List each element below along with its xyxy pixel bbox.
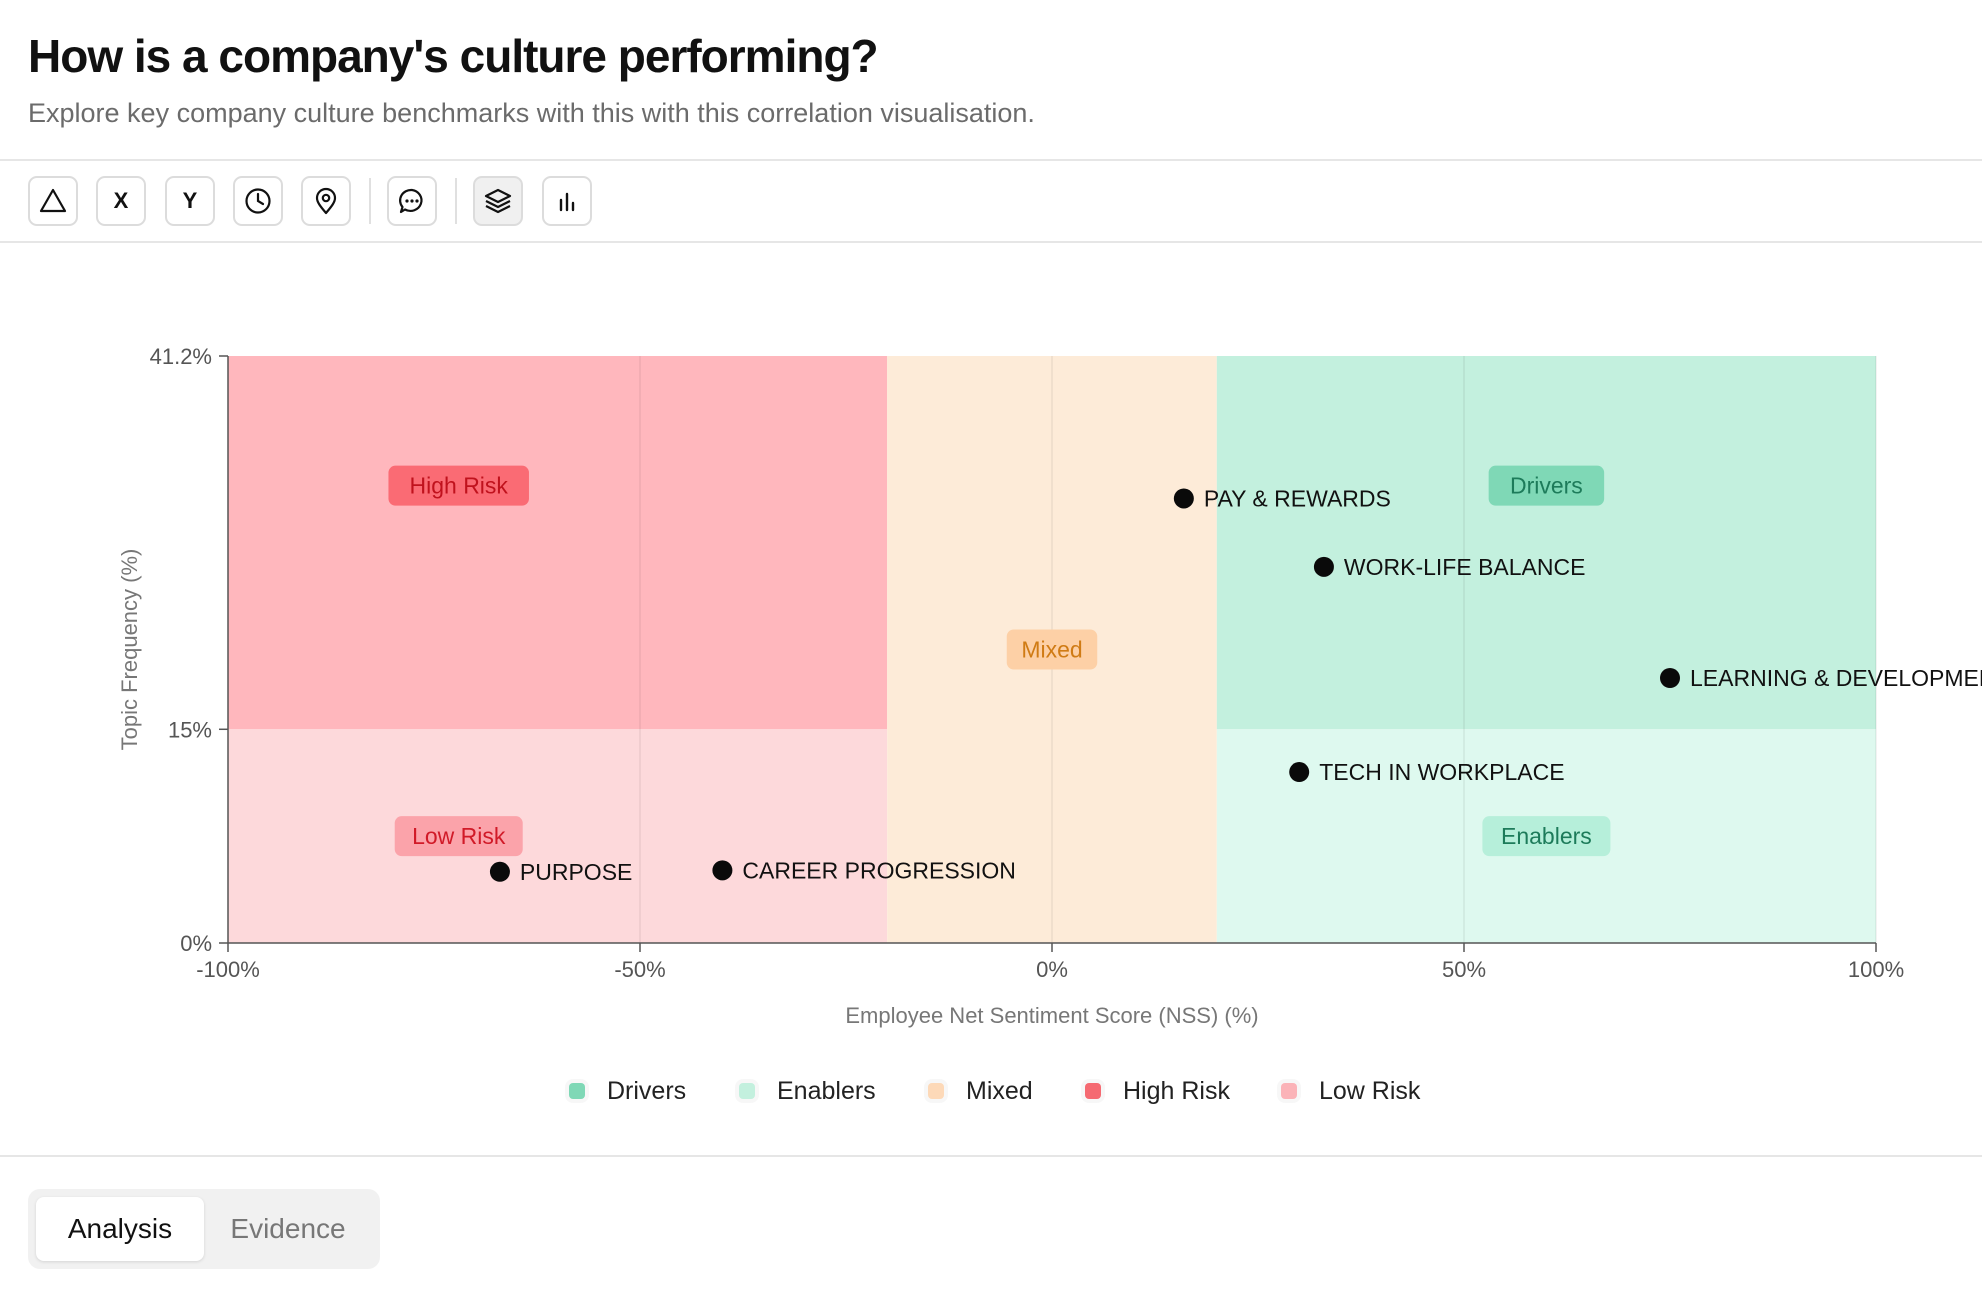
x-tick-label: -50% — [614, 957, 665, 982]
region-label-high-risk: High Risk — [388, 465, 529, 506]
region-label-badge — [1488, 465, 1605, 506]
quadrant-regions — [228, 356, 1876, 943]
legend-label: Enablers — [777, 1076, 876, 1105]
x-axis-button[interactable]: X — [96, 176, 146, 226]
legend-swatch — [739, 1083, 755, 1099]
region-low-risk — [228, 729, 888, 943]
data-point-marker — [1313, 556, 1334, 577]
chart-header: How is a company's culture performing? E… — [28, 26, 1035, 130]
legend-divider — [0, 1155, 1982, 1157]
x-tick-label: 0% — [1036, 957, 1068, 982]
data-point-purpose: PURPOSE — [489, 859, 632, 885]
legend-label: Low Risk — [1319, 1076, 1421, 1105]
scatter-chart: Topic Frequency (%) Employee Net Sentime… — [117, 344, 1982, 1028]
region-label-badge — [1482, 816, 1611, 857]
toolbar-separator — [369, 178, 371, 224]
toolbar-separator — [455, 178, 457, 224]
legend-item-drivers[interactable]: Drivers — [569, 1074, 686, 1108]
page-subtitle: Explore key company culture benchmarks w… — [28, 98, 1035, 128]
data-point-label: PURPOSE — [520, 859, 632, 885]
legend-swatch — [1085, 1083, 1101, 1099]
region-drivers — [1216, 356, 1876, 730]
data-point-work-life-balance: WORK-LIFE BALANCE — [1313, 554, 1586, 580]
toolbar-divider — [0, 241, 1982, 243]
tab-analysis[interactable]: Analysis — [36, 1197, 204, 1261]
data-point-label: CAREER PROGRESSION — [742, 857, 1016, 883]
header-divider — [0, 159, 1982, 161]
region-labels: High Risk Low Risk Mixed Drivers Enablers — [388, 465, 1611, 857]
view-tabs: Analysis Evidence — [28, 1189, 380, 1269]
x-tick-label: 50% — [1442, 957, 1486, 982]
region-label-text: High Risk — [410, 473, 509, 499]
y-axis-title: Topic Frequency (%) — [117, 549, 142, 751]
data-point-label: WORK-LIFE BALANCE — [1344, 554, 1586, 580]
legend-swatch — [1281, 1083, 1297, 1099]
legend-swatch — [928, 1083, 944, 1099]
legend-label: Mixed — [966, 1076, 1033, 1105]
data-point-marker — [712, 860, 733, 881]
data-point-tech-in-workplace: TECH IN WORKPLACE — [1289, 759, 1565, 785]
legend-label: Drivers — [607, 1076, 687, 1105]
region-label-mixed: Mixed — [1006, 629, 1098, 670]
layers-icon[interactable] — [473, 176, 523, 226]
triangle-icon[interactable] — [28, 176, 78, 226]
region-label-text: Drivers — [1510, 473, 1583, 499]
region-label-badge — [394, 816, 523, 857]
data-point-label: TECH IN WORKPLACE — [1319, 759, 1564, 785]
bar-chart-icon[interactable] — [542, 176, 592, 226]
x-axis-title: Employee Net Sentiment Score (NSS) (%) — [845, 1003, 1258, 1028]
x-tick-label: -100% — [196, 957, 260, 982]
data-point-label: LEARNING & DEVELOPMEN — [1690, 665, 1982, 691]
data-point-marker — [489, 861, 510, 882]
y-axis-button[interactable]: Y — [165, 176, 215, 226]
tab-evidence[interactable]: Evidence — [230, 1213, 346, 1244]
legend-item-high-risk[interactable]: High Risk — [1085, 1074, 1230, 1108]
legend-label: High Risk — [1123, 1076, 1230, 1105]
y-tick-label: 41.2% — [150, 344, 212, 369]
y-tick-label: 15% — [168, 717, 212, 742]
data-point-marker — [1173, 488, 1194, 509]
data-points: PAY & REWARDS WORK-LIFE BALANCE LEARNING &… — [489, 485, 1982, 885]
comment-icon[interactable] — [387, 176, 437, 226]
location-pin-icon[interactable] — [301, 176, 351, 226]
chart-legend: Drivers Enablers Mixed High Risk Low Risk — [0, 1074, 1982, 1108]
data-point-marker — [1660, 667, 1680, 688]
region-high-risk — [228, 356, 888, 730]
region-label-text: Mixed — [1021, 637, 1082, 663]
region-label-enablers: Enablers — [1482, 816, 1611, 857]
region-label-text: Enablers — [1501, 823, 1592, 849]
region-label-drivers: Drivers — [1488, 465, 1605, 506]
legend-swatch — [569, 1083, 585, 1099]
y-tick-label: 0% — [180, 931, 212, 956]
data-point-label: PAY & REWARDS — [1204, 485, 1391, 511]
x-tick-label: 100% — [1848, 957, 1904, 982]
legend-item-low-risk[interactable]: Low Risk — [1281, 1074, 1420, 1108]
region-label-badge — [388, 465, 529, 506]
region-label-badge — [1006, 629, 1098, 670]
clock-icon[interactable] — [233, 176, 283, 226]
region-label-low-risk: Low Risk — [394, 816, 523, 857]
legend-item-enablers[interactable]: Enablers — [739, 1074, 876, 1108]
legend-item-mixed[interactable]: Mixed — [928, 1074, 1033, 1108]
data-point-career-progression: CAREER PROGRESSION — [712, 857, 1016, 883]
page-title: How is a company's culture performing? — [28, 30, 879, 82]
data-point-marker — [1289, 762, 1310, 783]
axes: Topic Frequency (%) Employee Net Sentime… — [117, 344, 1904, 1028]
region-label-text: Low Risk — [412, 823, 506, 849]
data-point-learning-developmen: LEARNING & DEVELOPMEN — [1660, 665, 1982, 691]
data-point-pay-rewards: PAY & REWARDS — [1173, 485, 1391, 511]
